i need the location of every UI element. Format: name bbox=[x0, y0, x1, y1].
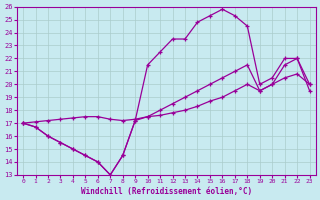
X-axis label: Windchill (Refroidissement éolien,°C): Windchill (Refroidissement éolien,°C) bbox=[81, 187, 252, 196]
